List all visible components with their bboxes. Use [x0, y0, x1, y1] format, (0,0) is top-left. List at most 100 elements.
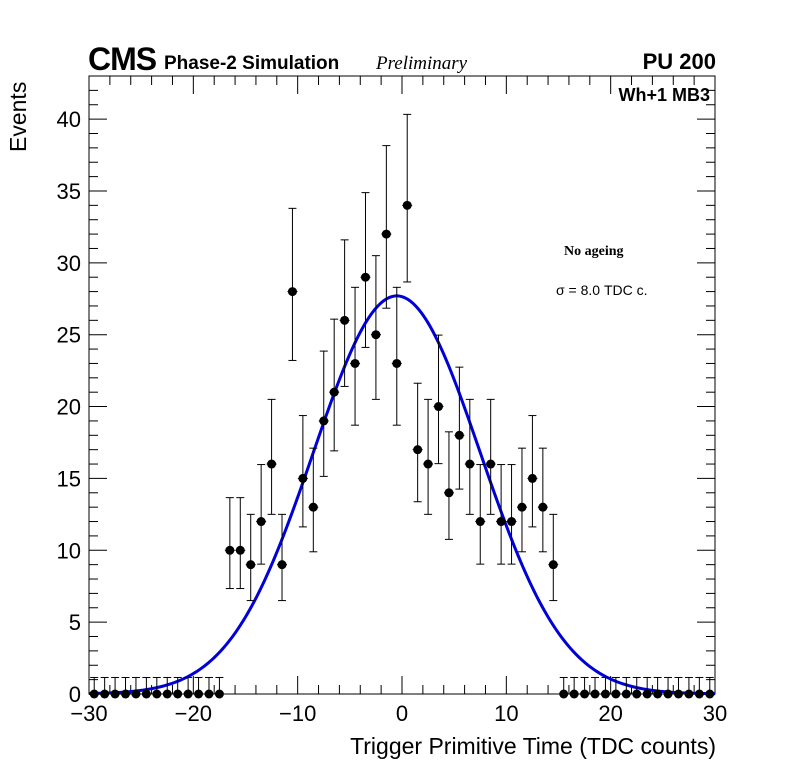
- marker: [600, 689, 610, 699]
- data-point: [475, 464, 486, 565]
- data-point: [235, 497, 246, 590]
- data-point: [245, 513, 256, 602]
- x-tick-label: 0: [396, 701, 408, 726]
- plot-frame: [88, 75, 716, 695]
- data-point: [694, 676, 705, 699]
- data-point: [548, 513, 559, 602]
- marker: [475, 517, 485, 527]
- data-point: [516, 447, 527, 553]
- marker: [110, 689, 120, 699]
- y-tick-label: 25: [57, 323, 81, 348]
- status-label: Preliminary: [375, 53, 468, 74]
- data-point: [673, 676, 684, 699]
- marker: [402, 200, 412, 210]
- data-point: [579, 676, 590, 699]
- data-point: [141, 676, 152, 699]
- x-axis-title: Trigger Primitive Time (TDC counts): [350, 733, 716, 759]
- data-point: [266, 398, 277, 515]
- y-tick-label: 40: [57, 107, 81, 132]
- marker: [277, 560, 287, 570]
- marker: [89, 689, 99, 699]
- marker: [256, 517, 266, 527]
- data-point: [402, 113, 413, 283]
- marker: [673, 689, 683, 699]
- data-point: [256, 464, 267, 565]
- subtitle-label: Phase-2 Simulation: [164, 53, 339, 74]
- data-point: [600, 676, 611, 699]
- marker: [538, 502, 548, 512]
- y-tick-label: 20: [57, 395, 81, 420]
- marker: [131, 689, 141, 699]
- marker: [454, 430, 464, 440]
- marker: [434, 402, 444, 412]
- marker: [663, 689, 673, 699]
- marker: [173, 689, 183, 699]
- data-point: [391, 286, 402, 426]
- marker: [423, 459, 433, 469]
- marker: [684, 689, 694, 699]
- data-point: [631, 676, 642, 699]
- data-point: [151, 676, 162, 699]
- data-point: [663, 676, 674, 699]
- data-point: [443, 431, 454, 540]
- marker: [527, 473, 537, 483]
- data-point: [193, 676, 204, 699]
- data-point: [214, 676, 225, 699]
- marker: [632, 689, 642, 699]
- data-point: [350, 286, 361, 426]
- marker: [444, 488, 454, 498]
- data-point: [110, 676, 121, 699]
- marker: [517, 502, 527, 512]
- data-point: [704, 676, 715, 699]
- y-tick-label: 5: [69, 610, 81, 635]
- x-tick-label: 20: [598, 701, 622, 726]
- marker: [371, 330, 381, 340]
- y-tick-label: 30: [57, 251, 81, 276]
- marker: [642, 689, 652, 699]
- marker: [225, 545, 235, 555]
- marker: [580, 689, 590, 699]
- marker: [162, 689, 172, 699]
- data-point: [527, 415, 538, 528]
- data-point: [496, 464, 507, 565]
- marker: [100, 689, 110, 699]
- data-point: [120, 676, 131, 699]
- data-point: [130, 676, 141, 699]
- data-point: [381, 145, 392, 309]
- data-point: [287, 207, 298, 361]
- marker: [121, 689, 131, 699]
- y-tick-label: 0: [69, 682, 81, 707]
- marker: [653, 689, 663, 699]
- marker: [246, 560, 256, 570]
- marker: [465, 459, 475, 469]
- data-point: [318, 350, 329, 477]
- data-point: [454, 366, 465, 490]
- data-point: [423, 398, 434, 515]
- data-point: [360, 192, 371, 348]
- data-point: [642, 676, 653, 699]
- data-point: [329, 318, 340, 452]
- data-point: [224, 497, 235, 590]
- data-point: [610, 676, 621, 699]
- marker: [590, 689, 600, 699]
- condition-label: No ageing: [564, 244, 624, 259]
- sigma-label: σ = 8.0 TDC c.: [556, 282, 648, 298]
- data-point: [308, 447, 319, 553]
- marker: [569, 689, 579, 699]
- marker: [621, 689, 631, 699]
- y-tick-label: 15: [57, 466, 81, 491]
- marker: [392, 358, 402, 368]
- station-label: Wh+1 MB3: [618, 85, 710, 105]
- data-point: [203, 676, 214, 699]
- data-point: [464, 398, 475, 515]
- marker: [705, 689, 715, 699]
- data-point: [590, 676, 601, 699]
- marker: [340, 315, 350, 325]
- marker: [141, 689, 151, 699]
- data-point: [162, 676, 173, 699]
- x-tick-label: −20: [175, 701, 212, 726]
- data-point: [621, 676, 632, 699]
- data-point: [537, 447, 548, 553]
- marker: [152, 689, 162, 699]
